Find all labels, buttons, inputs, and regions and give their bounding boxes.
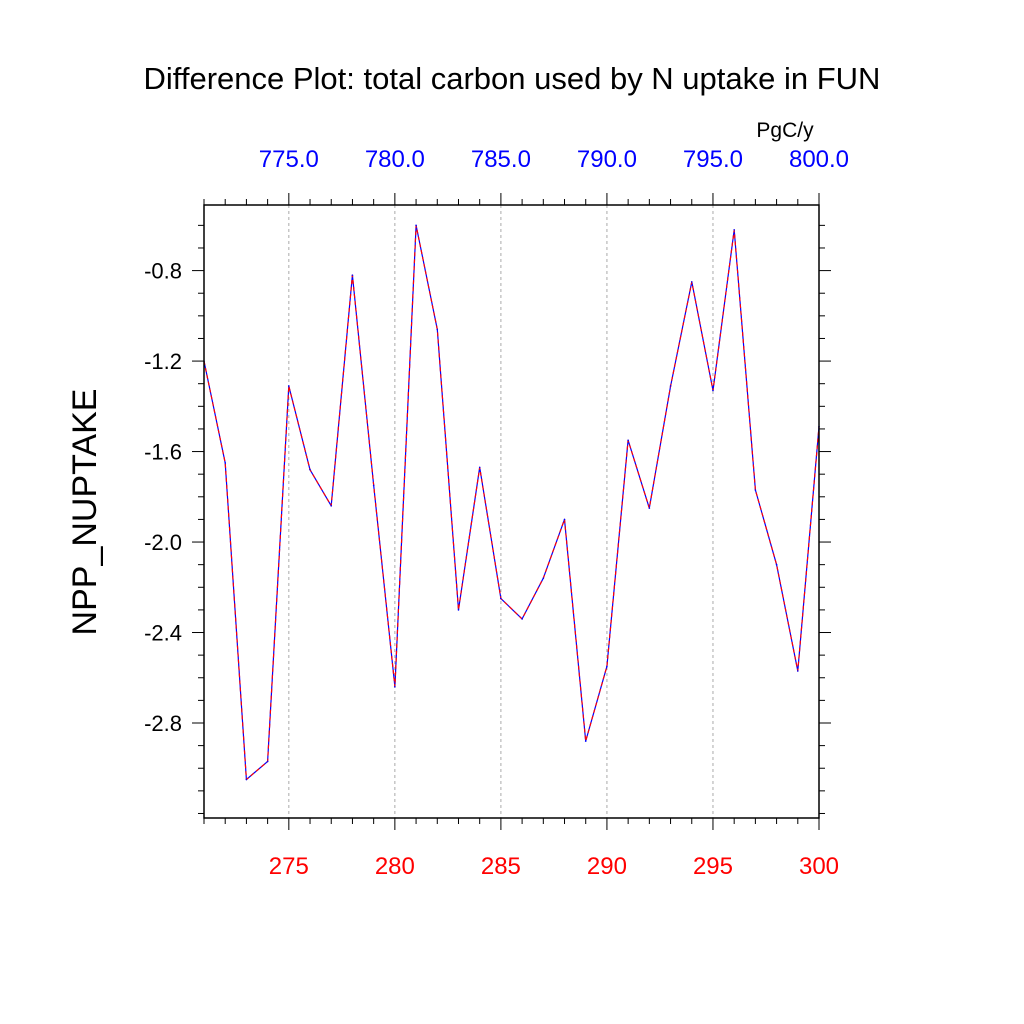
data-point [521,618,523,620]
data-point [309,468,311,471]
data-point [372,484,375,487]
top-axis-tick-label: 800.0 [789,146,849,173]
data-point [606,665,608,668]
y-tick-label: -1.2 [144,349,182,374]
data-point [245,778,248,781]
y-tick-label: -1.6 [144,440,182,465]
top-axis-tick-label: 775.0 [259,146,319,173]
data-point [224,462,227,464]
x-tick-label: 280 [375,853,415,880]
y-axis-label: NPP_NUPTAKE [66,389,104,636]
data-point [351,274,354,276]
top-axis-tick-label: 795.0 [683,146,743,173]
top-axis-tick-label: 780.0 [365,146,425,173]
data-point [669,385,672,387]
data-point [796,670,799,672]
series-line-solid [203,224,820,781]
data-point [330,505,333,507]
data-point [627,439,629,442]
top-axis-tick-label: 790.0 [577,146,637,173]
x-tick-label: 300 [799,853,839,880]
data-point [457,609,460,611]
tick-marks [192,193,831,830]
data-point [394,686,396,688]
data-point [266,760,269,763]
top-axis-tick-label: 785.0 [471,146,531,173]
plot-frame [203,204,820,819]
data-point [584,740,587,742]
data-point [500,597,502,600]
data-point [648,507,651,509]
series-layer [203,224,820,781]
data-point [288,385,290,387]
data-point [542,577,545,580]
data-point [436,328,439,331]
y-tick-label: -0.8 [144,259,182,284]
chart-title: Difference Plot: total carbon used by N … [144,61,881,96]
x-tick-label: 275 [269,853,309,880]
data-point [563,518,566,521]
data-point [754,489,757,491]
x-tick-label: 290 [587,853,627,880]
series-line-dashed [203,224,820,781]
grid-lines [288,205,714,818]
data-point [733,229,735,231]
y-tick-label: -2.0 [144,530,182,555]
x-tick-label: 295 [693,853,733,880]
y-tick-label: -2.8 [144,711,182,736]
y-tick-label: -2.4 [144,621,182,646]
units-label: PgC/y [756,119,814,142]
data-point [478,466,481,469]
tick-labels: 275 280 285 290 295 300 775.0 780.0 785.0 790.0 79… [144,146,849,880]
data-point [690,281,693,283]
data-point [712,389,714,392]
x-tick-label: 285 [481,853,521,880]
data-point [775,563,778,566]
data-point [415,224,417,227]
